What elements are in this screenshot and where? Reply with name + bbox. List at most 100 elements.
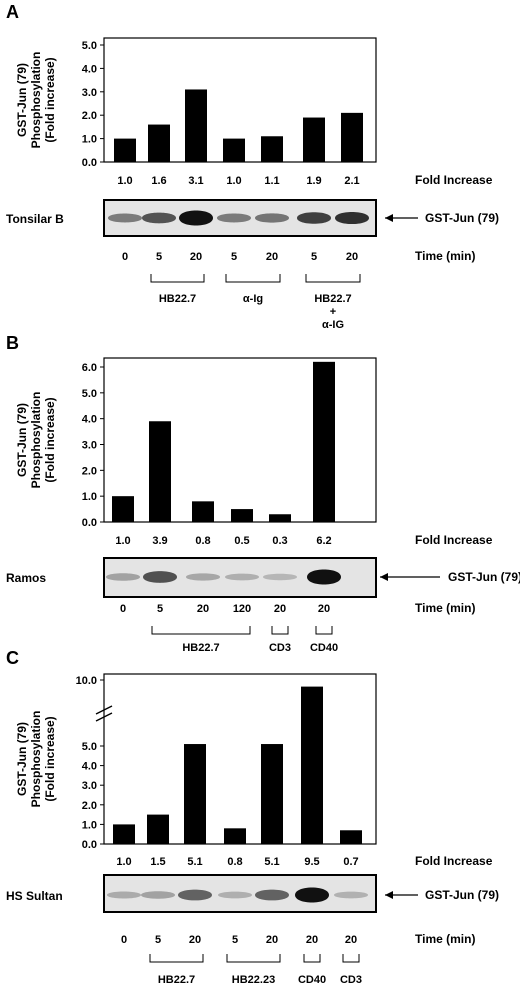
time-label: 0 (120, 603, 126, 615)
bar (261, 744, 283, 844)
bar (303, 117, 325, 162)
fold-value-label: 1.0 (115, 535, 130, 547)
time-label: 20 (266, 251, 278, 263)
bar (341, 112, 363, 162)
time-label: 20 (266, 934, 278, 946)
axis-break-mark (95, 705, 113, 715)
time-label: 5 (231, 251, 237, 263)
treatment-bracket (149, 954, 204, 963)
y-tick-label: 1.0 (82, 491, 97, 503)
y-axis-label-line: Phosphosylation (29, 52, 43, 149)
fold-value-label: 1.0 (226, 175, 241, 187)
fold-value-label: 1.0 (117, 175, 132, 187)
y-tick-label: 0.0 (82, 517, 97, 529)
fold-value-label: 2.1 (344, 175, 359, 187)
treatment-bracket (271, 626, 289, 635)
fold-value-label: 3.1 (188, 175, 203, 187)
fold-value-label: 1.0 (116, 856, 131, 868)
y-axis-label-line: GST-Jun (79) (15, 403, 29, 477)
fold-value-label: 5.1 (264, 856, 279, 868)
treatment-bracket (342, 954, 360, 963)
time-label: 5 (157, 603, 163, 615)
fold-value-label: 6.2 (316, 535, 331, 547)
blot-cell-label: Tonsilar B (6, 212, 64, 226)
blot-band (263, 573, 297, 581)
time-label: 5 (311, 251, 317, 263)
plot-frame (103, 673, 377, 845)
y-tick-label: 4.0 (82, 761, 97, 773)
treatment-bracket (305, 274, 361, 283)
time-label: 5 (156, 251, 162, 263)
bar (185, 89, 207, 162)
y-axis-label-line: GST-Jun (79) (15, 722, 29, 796)
y-tick-label: 3.0 (82, 780, 97, 792)
fold-value-label: 0.7 (343, 856, 358, 868)
treatment-label: HB22.23 (232, 974, 275, 986)
fold-value-label: 1.9 (306, 175, 321, 187)
y-tick-label: 0.0 (82, 157, 97, 169)
y-axis-label-line: (Fold increase) (43, 397, 57, 482)
time-label: 20 (346, 251, 358, 263)
treatment-label: HB22.7 (182, 642, 219, 654)
blot-band (142, 212, 176, 224)
y-axis-label-line: (Fold increase) (43, 57, 57, 142)
panel-letter: C (6, 648, 19, 668)
fold-value-label: 0.8 (227, 856, 242, 868)
fold-increase-title: Fold Increase (415, 854, 493, 868)
bar (313, 361, 335, 522)
arrow-band-label: GST-Jun (79) (425, 211, 499, 225)
bar (112, 496, 134, 522)
treatment-label: HB22.7 (159, 293, 196, 305)
treatment-bracket (315, 626, 333, 635)
treatment-bracket (151, 626, 251, 635)
bar (192, 501, 214, 522)
y-axis-label: GST-Jun (79) Phosphosylation (Fold increas… (15, 711, 57, 808)
arrow-band-label: GST-Jun (79) (425, 888, 499, 902)
blot-band (143, 571, 177, 583)
fold-value-label: 0.5 (234, 535, 249, 547)
blot-band (255, 889, 289, 901)
blot-band (218, 891, 252, 899)
time-title: Time (min) (415, 601, 475, 615)
blot-band (335, 211, 369, 225)
fold-value-label: 0.3 (272, 535, 287, 547)
treatment-bracket (150, 274, 205, 283)
bar (114, 138, 136, 162)
y-tick-label: 2.0 (82, 110, 97, 122)
blot-band (307, 569, 341, 585)
treatment-bracket (226, 954, 281, 963)
blot-band (107, 891, 141, 899)
time-label: 20 (274, 603, 286, 615)
fold-value-label: 5.1 (187, 856, 202, 868)
time-label: 20 (345, 934, 357, 946)
time-label: 20 (306, 934, 318, 946)
treatment-label: α-IG (322, 319, 344, 331)
bar (301, 686, 323, 844)
panel-letter: A (6, 2, 19, 22)
y-axis-label-line: Phosphosylation (29, 392, 43, 489)
y-tick-label: 3.0 (82, 87, 97, 99)
y-axis-label: GST-Jun (79) Phosphosylation (Fold increas… (15, 392, 57, 489)
time-label: 20 (190, 251, 202, 263)
fold-value-label: 1.6 (151, 175, 166, 187)
fold-value-label: 9.5 (304, 856, 319, 868)
blot-band (108, 213, 142, 223)
y-tick-label: 3.0 (82, 440, 97, 452)
time-label: 20 (197, 603, 209, 615)
arrow-band-label: GST-Jun (79) (448, 570, 520, 584)
blot-band (295, 887, 329, 903)
time-title: Time (min) (415, 932, 475, 946)
treatment-bracket (225, 274, 281, 283)
fold-increase-title: Fold Increase (415, 173, 493, 187)
fold-value-label: 3.9 (152, 535, 167, 547)
bar (269, 514, 291, 522)
y-tick-label: 5.0 (82, 40, 97, 52)
chart-panel: C GST-Jun (79) Phosphosylation (Fold increa… (6, 648, 499, 986)
treatment-label: CD40 (298, 974, 326, 986)
time-label: 0 (122, 251, 128, 263)
blot-band (179, 210, 213, 226)
y-tick-label: 1.0 (82, 819, 97, 831)
bar (149, 421, 171, 522)
